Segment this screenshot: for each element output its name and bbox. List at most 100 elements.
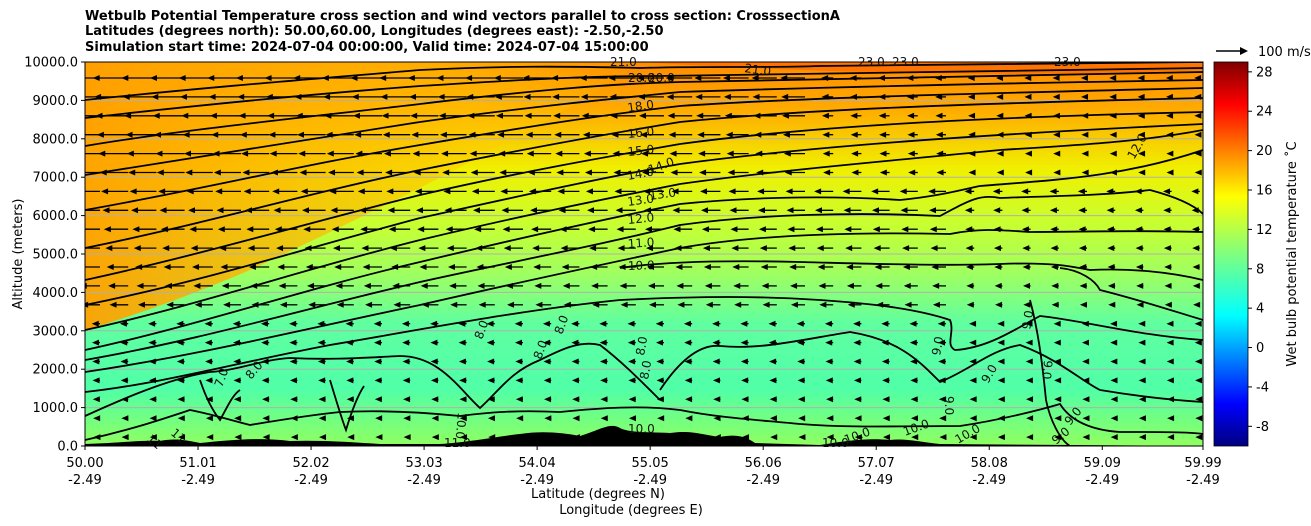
wind-vector-head — [1166, 169, 1174, 176]
wind-vector-head — [850, 112, 858, 119]
wind-vector-head — [190, 245, 198, 252]
wind-vector-head — [346, 396, 354, 403]
wind-vector-head — [474, 226, 482, 233]
wind-vector-head — [968, 169, 976, 176]
wind-vector-head — [752, 93, 760, 100]
wind-vector-head — [817, 264, 825, 270]
colorbar-tick-label: -4 — [1256, 380, 1269, 395]
wind-vector-head — [683, 320, 691, 327]
wind-vector-head — [1167, 453, 1174, 459]
wind-vector-head — [387, 207, 395, 214]
wind-vector-head — [628, 415, 636, 422]
wind-vector-head — [262, 415, 270, 422]
wind-vector-head — [181, 112, 189, 119]
wind-vector-head — [289, 339, 297, 346]
wind-vector-head — [814, 188, 822, 195]
wind-vector-head — [346, 377, 354, 384]
wind-vector-head — [907, 150, 915, 157]
wind-vector-head — [641, 150, 648, 157]
wind-vector-head — [878, 112, 886, 119]
wind-vector-head — [1110, 377, 1118, 384]
wind-vector-head — [968, 131, 976, 138]
wind-vector-head — [471, 188, 479, 195]
wind-vector-head — [729, 207, 737, 214]
contour-label: 11.0 — [627, 235, 655, 251]
wind-vector-head — [613, 169, 621, 176]
terrain — [85, 425, 1203, 446]
wind-vector-head — [489, 453, 496, 459]
wind-vector-head — [1053, 358, 1061, 365]
wind-vector-head — [376, 453, 383, 459]
wind-vector-head — [205, 396, 213, 403]
wind-vector-head — [846, 282, 854, 289]
wind-vector-head — [600, 396, 608, 403]
wind-vector-head — [124, 112, 132, 119]
wind-vector-head — [996, 169, 1004, 176]
wind-vector-head — [656, 396, 664, 403]
wind-vector-head — [588, 226, 596, 233]
wind-vector-head — [502, 226, 510, 233]
wind-vector-head — [304, 245, 312, 252]
x-tick-label-lon: -2.49 — [68, 473, 102, 488]
wind-vector-head — [488, 434, 496, 441]
x-tick-label-lon: -2.49 — [633, 473, 667, 488]
wind-vector-head — [726, 150, 734, 157]
wind-vector-head — [685, 434, 693, 441]
wind-vector-head — [530, 207, 537, 214]
wind-vector-head — [642, 169, 649, 176]
wind-vector-head — [1194, 169, 1202, 176]
wind-vector-head — [208, 93, 216, 100]
wind-vector-head — [684, 339, 692, 346]
wind-vector-head — [997, 434, 1005, 441]
wind-vector-head — [183, 150, 191, 157]
wind-vector-head — [969, 358, 977, 365]
colorbar-tick-label: 16 — [1256, 184, 1273, 199]
wind-vector-head — [932, 301, 940, 308]
wind-vector-head — [853, 320, 861, 327]
wind-vector-head — [476, 264, 484, 270]
wind-vector-head — [1138, 415, 1146, 422]
wind-vector-head — [290, 415, 298, 422]
wind-vector-head — [543, 339, 551, 346]
wind-vector-head — [193, 282, 201, 289]
wind-vector-head — [544, 415, 552, 422]
wind-vector-head — [92, 377, 100, 384]
wind-vector-head — [544, 396, 552, 403]
contour-line — [619, 260, 1203, 281]
x-tick-label-lat: 58.08 — [971, 456, 1008, 471]
wind-vector-head — [1078, 245, 1086, 252]
wind-vector-head — [205, 358, 213, 365]
wind-vector-head — [486, 339, 494, 346]
wind-vector-head — [1137, 93, 1145, 100]
wind-vector-head — [1049, 207, 1057, 214]
wind-vector-head — [563, 301, 571, 308]
wind-vector-head — [122, 93, 130, 100]
wind-vector-head — [270, 169, 278, 176]
wind-vector-head — [177, 396, 185, 403]
wind-vector-head — [514, 320, 522, 327]
contour-lines — [85, 62, 1203, 446]
wind-vector-head — [847, 301, 855, 308]
wind-vector-head — [910, 358, 918, 365]
wind-vector-head — [260, 320, 268, 327]
wind-vector-head — [713, 396, 721, 403]
wind-vector-head — [410, 112, 418, 119]
wind-vector-head — [728, 188, 736, 195]
wind-vector-head — [853, 339, 861, 346]
wind-vector-head — [1138, 396, 1146, 403]
wind-vector-head — [936, 150, 944, 157]
wind-vector-head — [882, 415, 890, 422]
wind-vector-head — [346, 415, 354, 422]
wind-vector-head — [786, 207, 794, 214]
wind-vector-head — [445, 226, 453, 233]
wind-vector-head — [487, 415, 495, 422]
wind-vector-head — [966, 282, 974, 289]
wind-vector-head — [391, 264, 399, 270]
wind-vector-head — [751, 75, 759, 81]
wind-vector-head — [443, 188, 451, 195]
wind-vector-head — [459, 415, 467, 422]
wind-vector-head — [505, 282, 513, 289]
wind-vector-head — [910, 415, 918, 422]
wind-vector-head — [262, 434, 270, 441]
